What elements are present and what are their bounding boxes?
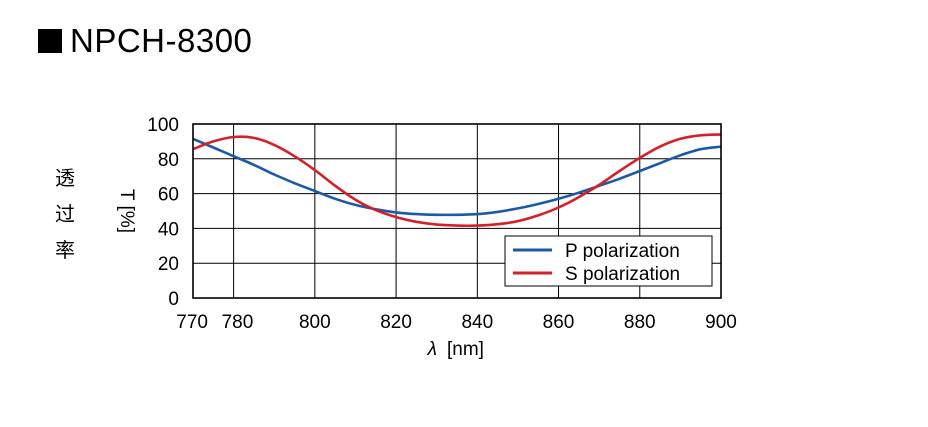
y-axis-label-jp-char-2: 过	[55, 202, 75, 226]
grid-lines	[193, 124, 721, 298]
legend-label-p: P polarization	[565, 241, 680, 262]
x-axis-label-symbol: λ	[427, 339, 437, 360]
y-axis-label-jp-char-3: 率	[55, 238, 75, 262]
x-tick-label-860: 860	[543, 312, 575, 333]
series-lines	[192, 133, 722, 228]
x-tick-label-820: 820	[380, 312, 412, 333]
tick-labels: 770 780 800 820 840 860 880 900 0 20 40 60 80 100	[147, 115, 737, 333]
x-tick-label-770: 770	[176, 312, 208, 333]
title-bullet-square	[38, 29, 62, 53]
x-tick-label-840: 840	[461, 312, 493, 333]
legend-box	[504, 235, 713, 287]
legend: P polarization S polarization	[504, 235, 713, 287]
y-tick-label-100: 100	[147, 115, 179, 136]
x-axis-label-unit: [nm]	[447, 339, 484, 360]
y-tick-label-40: 40	[158, 219, 179, 240]
series-line-p-polarization	[192, 137, 722, 217]
x-tick-label-780: 780	[222, 312, 254, 333]
y-axis-label-jp-char-1: 透	[55, 166, 75, 190]
y-tick-label-0: 0	[168, 289, 179, 310]
series-line-s-polarization	[192, 133, 722, 228]
y-axis-label-jp: 透 过 率	[52, 160, 78, 268]
x-axis-label: λ [nm]	[427, 339, 484, 360]
chart-title-group: NPCH-8300	[38, 22, 252, 60]
y-tick-label-80: 80	[158, 150, 179, 171]
y-tick-label-60: 60	[158, 185, 179, 206]
x-tick-label-880: 880	[624, 312, 656, 333]
x-tick-label-900: 900	[705, 312, 737, 333]
y-tick-label-20: 20	[158, 254, 179, 275]
plot-frame	[192, 123, 722, 299]
x-tick-label-800: 800	[299, 312, 331, 333]
chart-title: NPCH-8300	[70, 22, 253, 59]
legend-label-s: S polarization	[565, 264, 680, 285]
y-axis-label: T [%]	[116, 189, 137, 233]
